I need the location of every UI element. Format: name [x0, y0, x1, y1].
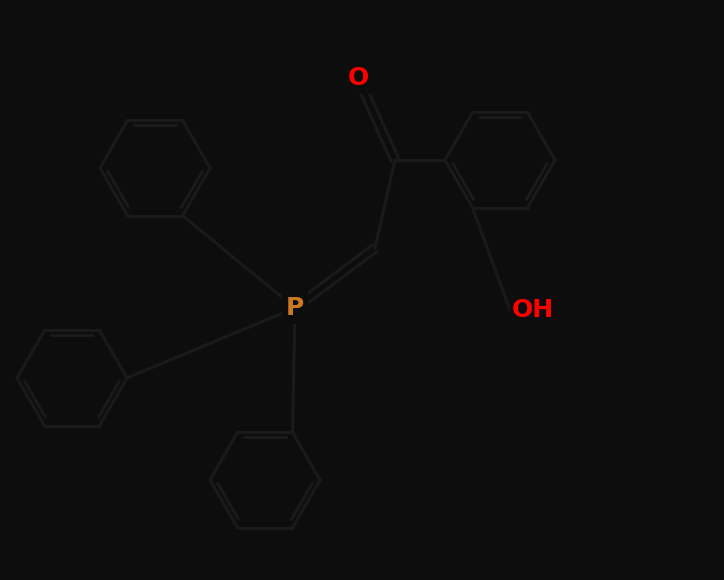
Text: P: P	[286, 296, 304, 320]
Text: O: O	[348, 66, 369, 90]
Text: OH: OH	[512, 298, 554, 322]
